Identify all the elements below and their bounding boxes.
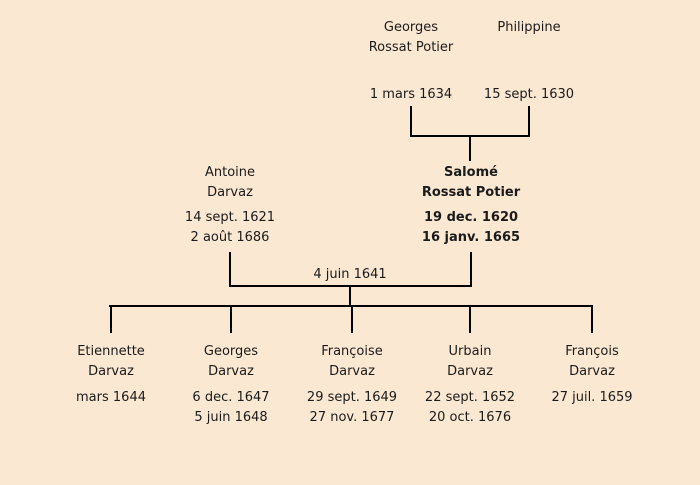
connector-siblings-bar <box>109 305 593 307</box>
name-line-1: Urbain <box>448 344 492 359</box>
name-line-1: Georges <box>383 20 439 35</box>
connector-salome-ascent <box>469 135 471 161</box>
connector-marriage-bar <box>229 285 472 287</box>
name-line-2: Darvaz <box>329 364 375 379</box>
birth-date: 6 dec. 1647 <box>192 390 270 405</box>
person-philippine: Philippine 15 sept. 1630 <box>454 18 604 105</box>
person-antoine-darvaz: Antoine Darvaz 14 sept. 1621 2 août 1686 <box>155 163 305 248</box>
marriage-date-label: 4 juin 1641 <box>313 267 387 282</box>
name-line-2 <box>454 38 604 58</box>
person-francoise-darvaz: Françoise Darvaz 29 sept. 1649 27 nov. 1… <box>277 342 427 428</box>
name-line-2: Darvaz <box>447 364 493 379</box>
name-line-2: Rossat Potier <box>368 40 454 55</box>
name-line-2: Darvaz <box>569 364 615 379</box>
name-line-1: François <box>565 344 619 359</box>
name-line-1: Etiennette <box>77 344 145 359</box>
connector-child-drop-5 <box>591 307 593 333</box>
death-date: 27 nov. 1677 <box>309 410 395 425</box>
name-line-2: Darvaz <box>88 364 134 379</box>
birth-date: 14 sept. 1621 <box>184 210 276 225</box>
name-line-2: Rossat Potier <box>421 185 521 200</box>
marriage-or-birth-date: 15 sept. 1630 <box>483 87 575 102</box>
person-georges-darvaz: Georges Darvaz 6 dec. 1647 5 juin 1648 <box>156 342 306 428</box>
birth-date: 22 sept. 1652 <box>424 390 516 405</box>
birth-date: 27 juil. 1659 <box>551 390 633 405</box>
marriage-or-birth-date: 1 mars 1634 <box>369 87 453 102</box>
connector-philippine-drop <box>528 106 530 137</box>
name-line-2: Darvaz <box>208 364 254 379</box>
person-urbain-darvaz: Urbain Darvaz 22 sept. 1652 20 oct. 1676 <box>395 342 545 428</box>
birth-date: mars 1644 <box>76 390 146 405</box>
name-line-1: Philippine <box>497 20 561 35</box>
connector-children-descent <box>349 287 351 307</box>
connector-antoine-drop <box>229 252 231 287</box>
death-date: 5 juin 1648 <box>194 410 268 425</box>
death-date <box>517 408 667 428</box>
death-date: 2 août 1686 <box>190 230 270 245</box>
person-georges-rossat-potier: Georges Rossat Potier 1 mars 1634 <box>336 18 486 105</box>
birth-date: 19 dec. 1620 <box>423 210 519 225</box>
name-line-1: Antoine <box>204 165 256 180</box>
birth-date: 29 sept. 1649 <box>306 390 398 405</box>
name-line-2: Darvaz <box>207 185 253 200</box>
name-line-1: Salomé <box>444 165 498 180</box>
connector-child-drop-4 <box>469 307 471 333</box>
person-salome-rossat-potier: Salomé Rossat Potier 19 dec. 1620 16 jan… <box>396 163 546 248</box>
connector-georges-drop <box>410 106 412 137</box>
name-line-1: Georges <box>203 344 259 359</box>
name-line-1: Françoise <box>321 344 383 359</box>
connector-salome-drop <box>470 252 472 287</box>
connector-child-drop-3 <box>351 307 353 333</box>
person-etiennette-darvaz: Etiennette Darvaz mars 1644 <box>36 342 186 428</box>
connector-child-drop-1 <box>110 307 112 333</box>
death-date: 16 janv. 1665 <box>421 230 521 245</box>
person-francois-darvaz: François Darvaz 27 juil. 1659 <box>517 342 667 428</box>
connector-child-drop-2 <box>230 307 232 333</box>
death-date: 20 oct. 1676 <box>428 410 512 425</box>
